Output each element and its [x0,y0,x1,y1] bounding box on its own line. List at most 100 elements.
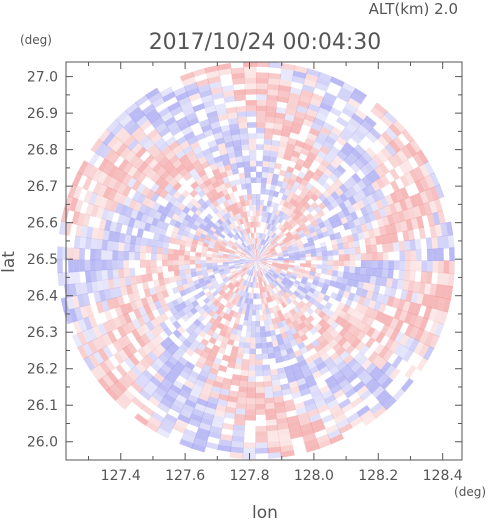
radar-gate [259,315,264,321]
radar-gate [168,271,174,278]
radar-gate [252,205,256,211]
radar-gate [409,270,416,281]
radar-gate [366,253,372,261]
radar-gate [343,242,350,249]
radar-gate [328,255,334,260]
radar-gate [255,398,265,404]
radar-gate [449,247,455,261]
radar-gate [254,227,256,233]
radar-gate [256,371,264,377]
radar-gate [79,248,85,260]
radar-gate [255,426,267,432]
y-tick-label: 26.7 [27,179,58,195]
radar-gate [129,243,135,252]
radar-gate [322,256,328,261]
radar-gate [168,254,174,260]
radar-gate [349,266,355,273]
radar-gate [240,139,249,145]
radar-gate [263,156,271,162]
radar-gate [398,270,405,281]
radar-gate [240,370,248,376]
radar-gate [311,260,317,264]
radar-gate [201,260,207,264]
radar-gate [246,106,257,112]
radar-gate [245,94,257,100]
radar-gate [168,248,174,254]
radar-gate [250,338,256,344]
radar-gate [394,251,400,261]
radar-gate [266,95,278,102]
radar-gate [246,404,256,410]
radar-gate [388,242,394,252]
radar-gate [145,260,151,268]
radar-gate [173,260,179,266]
radar-gate [240,375,249,381]
radar-gate [248,365,256,371]
radar-gate [295,260,301,263]
radar-gate [124,242,130,252]
radar-gate [157,272,164,280]
radar-gate [135,267,141,276]
radar-gate [85,248,91,260]
radar-gate [248,200,253,206]
radar-gate [377,260,383,269]
radar-gate [256,188,261,194]
radar-gate [163,272,170,279]
radar-gate [265,408,276,415]
radar-gate [333,260,339,266]
radar-gate [63,260,69,273]
radar-gate [427,260,433,272]
radar-gate [85,237,92,249]
radar-gate [263,144,271,150]
radar-gate [256,288,258,294]
radar-gate [311,252,317,257]
radar-gate [118,268,124,278]
radar-gate [255,404,265,410]
radar-gate [251,321,256,327]
radar-gate [265,117,275,123]
radar-gate [168,260,174,266]
radar-gate [366,245,372,253]
radar-gate [68,260,74,273]
radar-gate [85,260,91,272]
radar-gate [266,419,278,426]
radar-gate [420,271,427,283]
radar-gate [383,252,389,261]
x-axis-unit: (deg) [454,485,486,499]
radar-gate [239,381,248,387]
radar-gate [251,326,256,332]
radar-gate [195,264,201,269]
radar-gate [256,150,264,156]
radar-gate [256,122,266,128]
radar-gate [256,321,261,327]
radar-gate [371,268,377,277]
radar-gate [243,437,256,443]
radar-gate [234,414,245,421]
radar-gate [195,260,201,264]
radar-gate [246,111,256,117]
radar-gate [151,246,157,254]
radar-gate [90,260,96,272]
radar-gate [96,270,103,281]
radar-gate [244,167,251,173]
radar-gate [266,106,277,113]
radar-gate [427,249,433,261]
radar-gate [252,315,256,321]
radar-gate [260,321,265,327]
radar-gate [249,150,257,156]
radar-gate [266,425,278,432]
radar-gate [256,343,262,349]
radar-gate [256,89,268,95]
radar-gate [338,249,344,256]
radar-gate [361,260,367,268]
radar-gate [322,260,328,265]
radar-gate [383,260,389,269]
radar-gate [255,387,264,393]
radar-gate [157,260,163,267]
radar-gate [249,155,256,161]
radar-gate [247,117,257,123]
radar-gate [129,260,135,269]
radar-gate [255,448,268,454]
radar-gate [124,268,130,278]
radar-gate [256,72,269,78]
